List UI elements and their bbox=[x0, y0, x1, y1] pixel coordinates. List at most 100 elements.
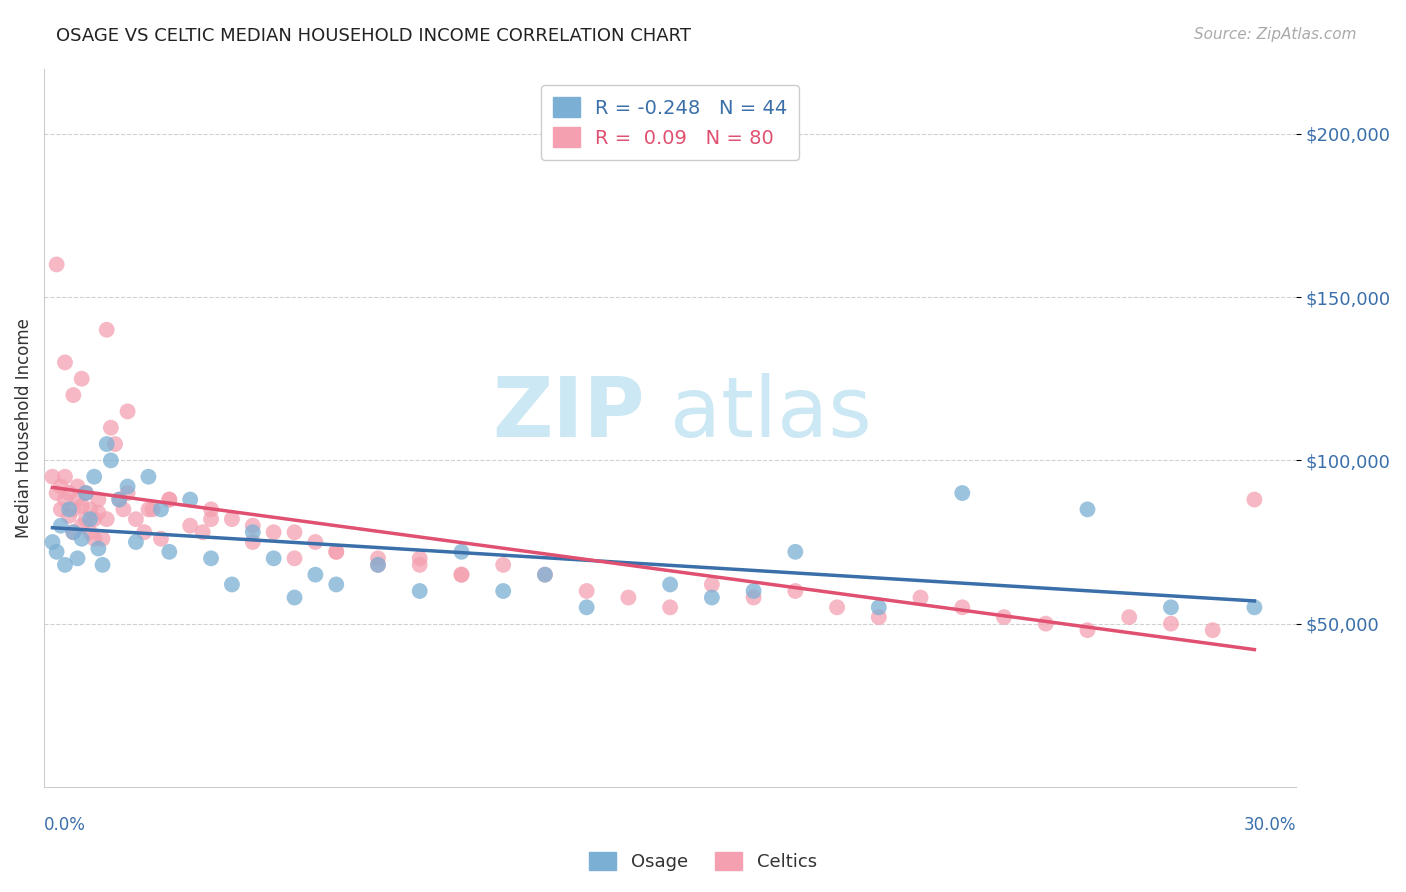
Point bbox=[617, 591, 640, 605]
Point bbox=[179, 518, 201, 533]
Point bbox=[450, 567, 472, 582]
Point bbox=[534, 567, 557, 582]
Point bbox=[1160, 616, 1182, 631]
Point bbox=[492, 558, 515, 572]
Point bbox=[138, 502, 160, 516]
Point bbox=[45, 486, 67, 500]
Point bbox=[96, 437, 118, 451]
Point bbox=[1243, 600, 1265, 615]
Point bbox=[62, 502, 84, 516]
Point bbox=[950, 486, 973, 500]
Point bbox=[409, 551, 432, 566]
Point bbox=[58, 502, 80, 516]
Point bbox=[283, 551, 305, 566]
Point bbox=[53, 469, 76, 483]
Point bbox=[104, 437, 127, 451]
Legend: Osage, Celtics: Osage, Celtics bbox=[582, 845, 824, 879]
Point bbox=[117, 486, 139, 500]
Point bbox=[49, 518, 72, 533]
Point bbox=[149, 532, 172, 546]
Point bbox=[157, 545, 180, 559]
Point bbox=[492, 584, 515, 599]
Point bbox=[75, 486, 97, 500]
Point bbox=[325, 577, 347, 591]
Point bbox=[1035, 616, 1057, 631]
Point bbox=[367, 558, 389, 572]
Point bbox=[304, 567, 326, 582]
Point bbox=[221, 512, 243, 526]
Point bbox=[41, 535, 63, 549]
Point bbox=[325, 545, 347, 559]
Point bbox=[450, 545, 472, 559]
Point bbox=[149, 502, 172, 516]
Point bbox=[112, 502, 135, 516]
Point bbox=[66, 551, 89, 566]
Point bbox=[87, 541, 110, 556]
Point bbox=[700, 591, 723, 605]
Point bbox=[1076, 502, 1098, 516]
Point bbox=[49, 479, 72, 493]
Point bbox=[125, 535, 148, 549]
Point bbox=[53, 355, 76, 369]
Point bbox=[200, 551, 222, 566]
Point bbox=[367, 551, 389, 566]
Point bbox=[45, 545, 67, 559]
Point bbox=[62, 525, 84, 540]
Text: 0.0%: 0.0% bbox=[44, 815, 86, 834]
Point bbox=[96, 512, 118, 526]
Point bbox=[58, 486, 80, 500]
Point bbox=[1202, 623, 1225, 637]
Point bbox=[75, 486, 97, 500]
Point bbox=[91, 532, 114, 546]
Point bbox=[142, 502, 165, 516]
Point bbox=[993, 610, 1015, 624]
Point bbox=[79, 502, 101, 516]
Point bbox=[70, 532, 93, 546]
Point bbox=[75, 512, 97, 526]
Text: OSAGE VS CELTIC MEDIAN HOUSEHOLD INCOME CORRELATION CHART: OSAGE VS CELTIC MEDIAN HOUSEHOLD INCOME … bbox=[56, 27, 692, 45]
Point bbox=[83, 532, 105, 546]
Point bbox=[785, 584, 807, 599]
Point bbox=[58, 508, 80, 523]
Point bbox=[868, 610, 890, 624]
Point bbox=[659, 577, 682, 591]
Point bbox=[304, 535, 326, 549]
Point bbox=[62, 525, 84, 540]
Point bbox=[242, 535, 264, 549]
Point bbox=[1243, 492, 1265, 507]
Y-axis label: Median Household Income: Median Household Income bbox=[15, 318, 32, 538]
Point bbox=[70, 372, 93, 386]
Point bbox=[100, 421, 122, 435]
Point bbox=[134, 525, 156, 540]
Point bbox=[70, 499, 93, 513]
Point bbox=[283, 591, 305, 605]
Legend: R = -0.248   N = 44, R =  0.09   N = 80: R = -0.248 N = 44, R = 0.09 N = 80 bbox=[541, 86, 800, 160]
Point bbox=[100, 453, 122, 467]
Point bbox=[41, 469, 63, 483]
Point bbox=[1076, 623, 1098, 637]
Point bbox=[125, 512, 148, 526]
Text: 30.0%: 30.0% bbox=[1244, 815, 1296, 834]
Point bbox=[79, 512, 101, 526]
Point bbox=[742, 584, 765, 599]
Point bbox=[409, 558, 432, 572]
Point bbox=[785, 545, 807, 559]
Point bbox=[575, 600, 598, 615]
Point bbox=[367, 558, 389, 572]
Point bbox=[409, 584, 432, 599]
Point bbox=[79, 525, 101, 540]
Point bbox=[117, 404, 139, 418]
Point bbox=[117, 479, 139, 493]
Point bbox=[191, 525, 214, 540]
Point bbox=[242, 518, 264, 533]
Point bbox=[950, 600, 973, 615]
Point bbox=[575, 584, 598, 599]
Point bbox=[1118, 610, 1140, 624]
Point bbox=[66, 479, 89, 493]
Point bbox=[325, 545, 347, 559]
Text: ZIP: ZIP bbox=[492, 373, 645, 454]
Point bbox=[868, 600, 890, 615]
Point bbox=[534, 567, 557, 582]
Point bbox=[200, 512, 222, 526]
Point bbox=[96, 323, 118, 337]
